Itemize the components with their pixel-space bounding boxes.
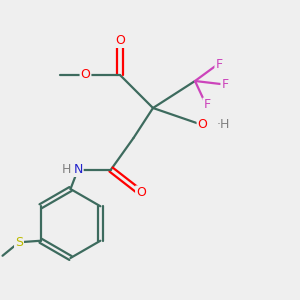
Text: N: N <box>73 163 83 176</box>
Text: F: F <box>215 58 223 71</box>
Text: O: O <box>136 186 146 200</box>
Text: ·H: ·H <box>217 118 230 131</box>
Text: O: O <box>115 34 125 47</box>
Text: F: F <box>203 98 211 112</box>
Text: H: H <box>62 163 71 176</box>
Text: S: S <box>15 236 23 249</box>
Text: O: O <box>81 68 90 82</box>
Text: O: O <box>198 118 207 131</box>
Text: F: F <box>221 77 229 91</box>
